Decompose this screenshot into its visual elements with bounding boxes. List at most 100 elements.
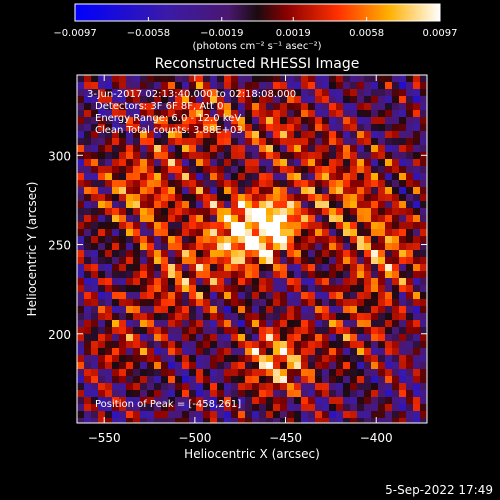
- heatmap-cell: [378, 173, 386, 181]
- heatmap-cell: [196, 82, 204, 90]
- heatmap-cell: [175, 124, 183, 132]
- heatmap-cell: [413, 292, 421, 300]
- heatmap-cell: [315, 124, 323, 132]
- heatmap-cell: [399, 124, 407, 132]
- heatmap-cell: [413, 348, 421, 356]
- heatmap-cell: [77, 299, 85, 307]
- heatmap-cell: [259, 145, 267, 153]
- heatmap-cell: [119, 159, 127, 167]
- heatmap-cell: [308, 138, 316, 146]
- heatmap-cell: [350, 103, 358, 111]
- heatmap-cell: [371, 145, 379, 153]
- heatmap-cell: [189, 215, 197, 223]
- heatmap-cell: [315, 271, 323, 279]
- heatmap-cell: [343, 250, 351, 258]
- heatmap-cell: [161, 278, 169, 286]
- heatmap-cell: [259, 75, 267, 83]
- heatmap-cell: [371, 96, 379, 104]
- heatmap-cell: [84, 159, 92, 167]
- heatmap-cell: [91, 145, 99, 153]
- heatmap-cell: [196, 166, 204, 174]
- heatmap-cell: [154, 194, 162, 202]
- heatmap-cell: [315, 348, 323, 356]
- heatmap-cell: [245, 383, 253, 391]
- heatmap-cell: [364, 110, 372, 118]
- heatmap-cell: [322, 243, 330, 251]
- heatmap-cell: [336, 201, 344, 209]
- heatmap-cell: [315, 355, 323, 363]
- heatmap-cell: [280, 89, 288, 97]
- heatmap-cell: [175, 418, 183, 423]
- heatmap-cell: [273, 376, 281, 384]
- heatmap-cell: [364, 292, 372, 300]
- heatmap-cell: [406, 327, 414, 335]
- heatmap-cell: [315, 110, 323, 118]
- heatmap-cell: [154, 390, 162, 398]
- heatmap-cell: [98, 124, 106, 132]
- heatmap-cell: [147, 152, 155, 160]
- heatmap-cell: [182, 187, 190, 195]
- heatmap-cell: [294, 383, 302, 391]
- heatmap-cell: [105, 292, 113, 300]
- heatmap-cell: [175, 264, 183, 272]
- heatmap-cell: [112, 208, 120, 216]
- heatmap-cell: [147, 229, 155, 237]
- heatmap-cell: [98, 257, 106, 265]
- heatmap-cell: [105, 236, 113, 244]
- heatmap-cell: [266, 341, 274, 349]
- heatmap-cell: [203, 306, 211, 314]
- heatmap-cell: [315, 236, 323, 244]
- heatmap-cell: [154, 320, 162, 328]
- heatmap-cell: [322, 362, 330, 370]
- heatmap-cell: [294, 187, 302, 195]
- heatmap-cell: [364, 194, 372, 202]
- heatmap-cell: [217, 320, 225, 328]
- heatmap-cell: [168, 292, 176, 300]
- heatmap-cell: [147, 327, 155, 335]
- heatmap-cell: [315, 292, 323, 300]
- heatmap-cell: [315, 166, 323, 174]
- heatmap-cell: [133, 152, 141, 160]
- heatmap-cell: [154, 124, 162, 132]
- heatmap-cell: [329, 201, 337, 209]
- heatmap-cell: [371, 194, 379, 202]
- heatmap-cell: [119, 110, 127, 118]
- heatmap-cell: [189, 299, 197, 307]
- heatmap-cell: [329, 404, 337, 412]
- heatmap-cell: [322, 173, 330, 181]
- heatmap-cell: [182, 194, 190, 202]
- heatmap-cell: [126, 187, 134, 195]
- heatmap-cell: [343, 131, 351, 139]
- heatmap-cell: [364, 397, 372, 405]
- heatmap-cell: [119, 292, 127, 300]
- heatmap-cell: [371, 110, 379, 118]
- heatmap-cell: [217, 418, 225, 423]
- heatmap-cell: [189, 341, 197, 349]
- heatmap-cell: [420, 250, 427, 258]
- heatmap-cell: [399, 110, 407, 118]
- heatmap-cell: [196, 411, 204, 419]
- heatmap-cell: [182, 131, 190, 139]
- heatmap-cell: [77, 215, 85, 223]
- heatmap-cell: [259, 376, 267, 384]
- heatmap-cell: [315, 390, 323, 398]
- heatmap-cell: [182, 152, 190, 160]
- heatmap-cell: [322, 229, 330, 237]
- heatmap-cell: [154, 299, 162, 307]
- heatmap-cell: [154, 264, 162, 272]
- heatmap-cell: [357, 299, 365, 307]
- heatmap-cell: [217, 285, 225, 293]
- heatmap-cell: [77, 383, 85, 391]
- heatmap-cell: [147, 75, 155, 83]
- heatmap-cell: [329, 369, 337, 377]
- heatmap-cell: [385, 187, 393, 195]
- heatmap-cell: [336, 152, 344, 160]
- heatmap-cell: [266, 313, 274, 321]
- heatmap-cell: [357, 194, 365, 202]
- heatmap-cell: [364, 75, 372, 83]
- heatmap-cell: [406, 229, 414, 237]
- heatmap-cell: [301, 292, 309, 300]
- heatmap-cell: [343, 236, 351, 244]
- heatmap-cell: [161, 131, 169, 139]
- heatmap-cell: [420, 173, 427, 181]
